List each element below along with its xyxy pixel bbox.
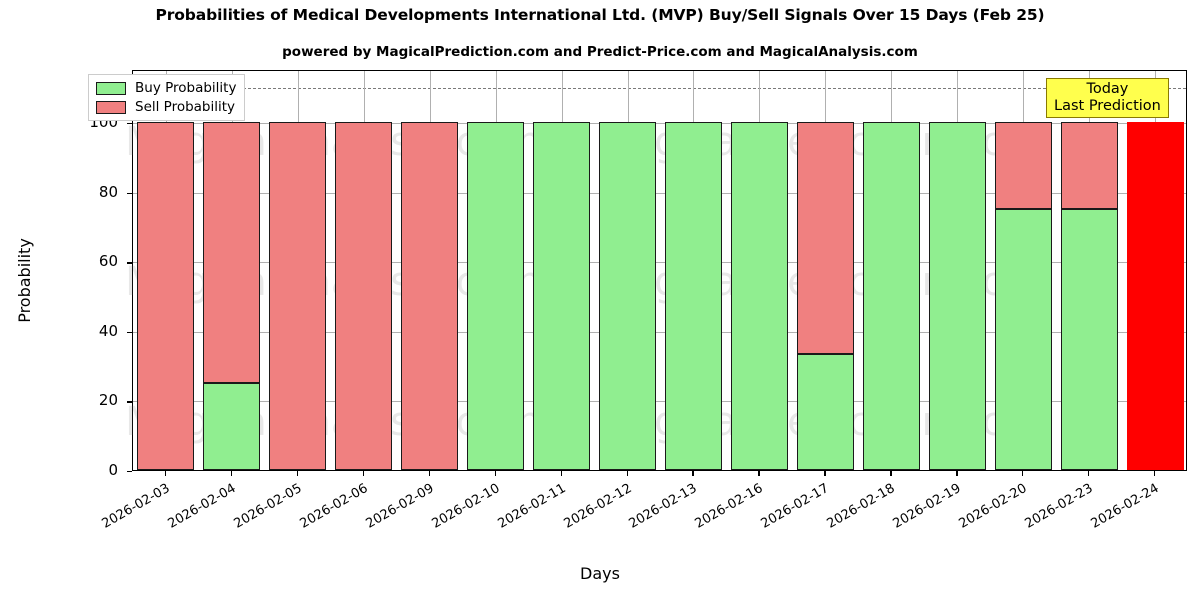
bar-segment-sell <box>137 122 195 470</box>
bar-segment-today <box>1126 122 1184 470</box>
legend-label-buy: Buy Probability <box>135 80 237 96</box>
chart-legend[interactable]: Buy Probability Sell Probability <box>88 74 246 121</box>
x-tick-mark-2026-02-10 <box>494 471 496 476</box>
legend-swatch-buy <box>96 81 126 95</box>
bar-2026-02-04[interactable] <box>203 70 261 470</box>
y-tick-label-0: 0 <box>108 461 118 479</box>
gridline-y-60 <box>133 262 1186 264</box>
y-tick-mark-0 <box>127 471 132 473</box>
bar-segment-buy <box>1060 209 1118 470</box>
legend-swatch-sell <box>96 100 126 114</box>
x-tick-mark-2026-02-03 <box>164 471 167 476</box>
x-tick-mark-2026-02-09 <box>428 471 431 476</box>
bar-2026-02-19[interactable] <box>928 70 986 470</box>
gridline-y-20 <box>133 401 1186 403</box>
bar-segment-sell <box>401 122 459 470</box>
bar-segment-buy <box>467 122 525 470</box>
x-tick-mark-2026-02-06 <box>362 471 365 476</box>
bar-segment-buy <box>664 122 722 470</box>
bar-segment-buy <box>796 354 854 470</box>
bar-2026-02-17[interactable] <box>796 70 854 470</box>
today-annotation-line1: Today <box>1086 81 1129 97</box>
y-tick-label-60: 60 <box>98 252 118 271</box>
bar-segment-buy <box>533 122 591 470</box>
bar-2026-02-13[interactable] <box>664 70 722 470</box>
y-tick-mark-20 <box>127 401 132 403</box>
bar-2026-02-06[interactable] <box>335 70 393 470</box>
y-tick-mark-80 <box>127 192 132 195</box>
bar-segment-buy <box>599 122 657 470</box>
x-tick-mark-2026-02-17 <box>824 471 826 476</box>
bar-2026-02-23[interactable] <box>1060 70 1118 470</box>
x-tick-mark-2026-02-19 <box>956 471 958 476</box>
bar-segment-sell <box>796 122 854 355</box>
bar-segment-sell <box>203 122 261 384</box>
bar-segment-buy <box>862 122 920 470</box>
y-tick-mark-40 <box>127 331 132 334</box>
bar-2026-02-09[interactable] <box>401 70 459 470</box>
x-tick-label-2026-02-03: 2026-02-03 <box>99 481 173 532</box>
x-tick-mark-2026-02-11 <box>560 471 562 476</box>
y-tick-mark-100 <box>127 123 132 125</box>
chart-title: Probabilities of Medical Developments In… <box>155 6 1045 24</box>
x-tick-mark-2026-02-20 <box>1022 471 1024 476</box>
bar-2026-02-10[interactable] <box>467 70 525 470</box>
bar-segment-sell <box>1060 122 1118 210</box>
bar-2026-02-12[interactable] <box>599 70 657 470</box>
x-tick-mark-2026-02-12 <box>626 471 628 476</box>
x-tick-mark-2026-02-05 <box>296 471 299 476</box>
chart-subtitle: powered by MagicalPrediction.com and Pre… <box>282 44 918 60</box>
reference-line <box>133 88 1186 90</box>
bar-segment-buy <box>928 122 986 470</box>
y-tick-label-80: 80 <box>98 182 118 201</box>
legend-label-sell: Sell Probability <box>135 99 236 115</box>
x-tick-mark-2026-02-04 <box>230 471 233 476</box>
bar-2026-02-03[interactable] <box>137 70 195 470</box>
bar-2026-02-20[interactable] <box>994 70 1052 470</box>
bar-segment-sell <box>994 122 1052 210</box>
x-tick-label-2026-02-12: 2026-02-12 <box>561 481 635 532</box>
y-tick-label-40: 40 <box>98 321 118 340</box>
x-axis-title: Days <box>580 564 620 583</box>
today-annotation-line2: Last Prediction <box>1054 97 1161 114</box>
legend-item-sell[interactable]: Sell Probability <box>96 99 236 115</box>
y-tick-label-20: 20 <box>98 391 118 410</box>
bar-segment-sell <box>335 122 393 470</box>
x-tick-mark-2026-02-16 <box>758 471 760 476</box>
bar-2026-02-18[interactable] <box>862 70 920 470</box>
x-tick-mark-2026-02-18 <box>890 471 892 476</box>
x-tick-mark-2026-02-23 <box>1088 471 1090 476</box>
bar-segment-buy <box>203 383 261 470</box>
x-tick-label-2026-02-13: 2026-02-13 <box>627 481 700 532</box>
x-tick-mark-2026-02-13 <box>692 471 694 476</box>
gridline-y-100 <box>133 123 1186 125</box>
bar-segment-sell <box>269 122 327 470</box>
bar-2026-02-24[interactable] <box>1126 70 1184 470</box>
y-axis-title: Probability <box>14 238 34 323</box>
x-tick-mark-2026-02-24 <box>1154 471 1156 476</box>
bar-2026-02-11[interactable] <box>533 70 591 470</box>
legend-item-buy[interactable]: Buy Probability <box>96 80 236 96</box>
y-tick-mark-60 <box>127 262 132 264</box>
bar-segment-buy <box>730 122 788 470</box>
gridline-y-40 <box>133 331 1186 333</box>
today-annotation: Today Last Prediction <box>1046 78 1169 119</box>
gridline-y-80 <box>133 192 1186 194</box>
bar-2026-02-16[interactable] <box>730 70 788 470</box>
bar-segment-buy <box>994 209 1052 470</box>
plot-area: MagicalAnalysis.comMagicalPrediction.com… <box>125 69 1188 471</box>
bar-2026-02-05[interactable] <box>269 70 327 470</box>
